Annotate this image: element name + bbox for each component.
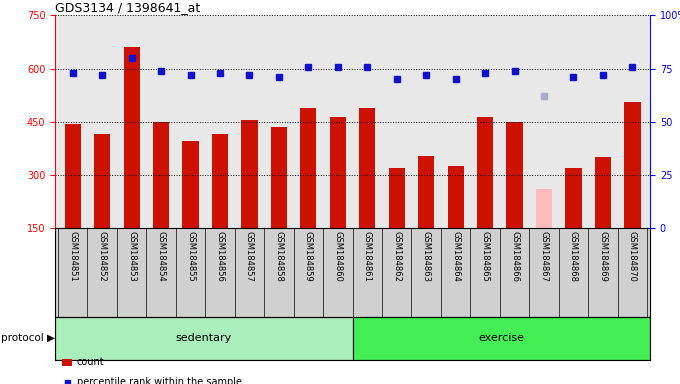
Text: sedentary: sedentary bbox=[175, 333, 232, 343]
Text: count: count bbox=[77, 357, 105, 367]
Bar bbox=[55, 317, 352, 360]
Text: GSM184865: GSM184865 bbox=[481, 231, 490, 282]
Text: GSM184857: GSM184857 bbox=[245, 231, 254, 282]
Bar bbox=[624, 103, 641, 282]
Bar bbox=[477, 117, 493, 282]
Bar bbox=[301, 108, 316, 282]
Bar bbox=[182, 141, 199, 282]
Text: GSM184853: GSM184853 bbox=[127, 231, 136, 282]
Bar bbox=[241, 120, 258, 282]
Bar bbox=[418, 156, 435, 282]
Text: ■: ■ bbox=[63, 377, 71, 384]
Bar bbox=[536, 189, 552, 282]
Bar bbox=[65, 124, 81, 282]
Text: GSM184856: GSM184856 bbox=[216, 231, 224, 282]
Text: GSM184855: GSM184855 bbox=[186, 231, 195, 282]
Bar bbox=[565, 168, 581, 282]
Text: GSM184861: GSM184861 bbox=[363, 231, 372, 282]
Text: GSM184870: GSM184870 bbox=[628, 231, 637, 282]
Bar bbox=[94, 134, 110, 282]
Text: GSM184863: GSM184863 bbox=[422, 231, 430, 282]
Text: GSM184852: GSM184852 bbox=[98, 231, 107, 282]
Text: GSM184860: GSM184860 bbox=[333, 231, 342, 282]
Bar bbox=[124, 47, 140, 282]
Text: percentile rank within the sample: percentile rank within the sample bbox=[77, 377, 242, 384]
Bar bbox=[507, 122, 523, 282]
Text: GSM184867: GSM184867 bbox=[539, 231, 549, 282]
Text: GSM184866: GSM184866 bbox=[510, 231, 519, 282]
Text: GSM184858: GSM184858 bbox=[275, 231, 284, 282]
Bar bbox=[447, 166, 464, 282]
Bar bbox=[389, 168, 405, 282]
Bar bbox=[595, 157, 611, 282]
Bar bbox=[271, 127, 287, 282]
Bar bbox=[352, 317, 650, 360]
Text: GSM184859: GSM184859 bbox=[304, 231, 313, 282]
Text: GSM184854: GSM184854 bbox=[156, 231, 166, 282]
Text: GSM184868: GSM184868 bbox=[569, 231, 578, 282]
Text: GSM184851: GSM184851 bbox=[68, 231, 78, 282]
Bar bbox=[212, 134, 228, 282]
Text: GSM184862: GSM184862 bbox=[392, 231, 401, 282]
Bar bbox=[330, 117, 346, 282]
Text: protocol ▶: protocol ▶ bbox=[1, 333, 55, 343]
Text: GSM184864: GSM184864 bbox=[451, 231, 460, 282]
Bar bbox=[153, 122, 169, 282]
Bar bbox=[359, 108, 375, 282]
Text: GDS3134 / 1398641_at: GDS3134 / 1398641_at bbox=[55, 1, 201, 14]
Text: exercise: exercise bbox=[478, 333, 524, 343]
Text: GSM184869: GSM184869 bbox=[598, 231, 607, 282]
